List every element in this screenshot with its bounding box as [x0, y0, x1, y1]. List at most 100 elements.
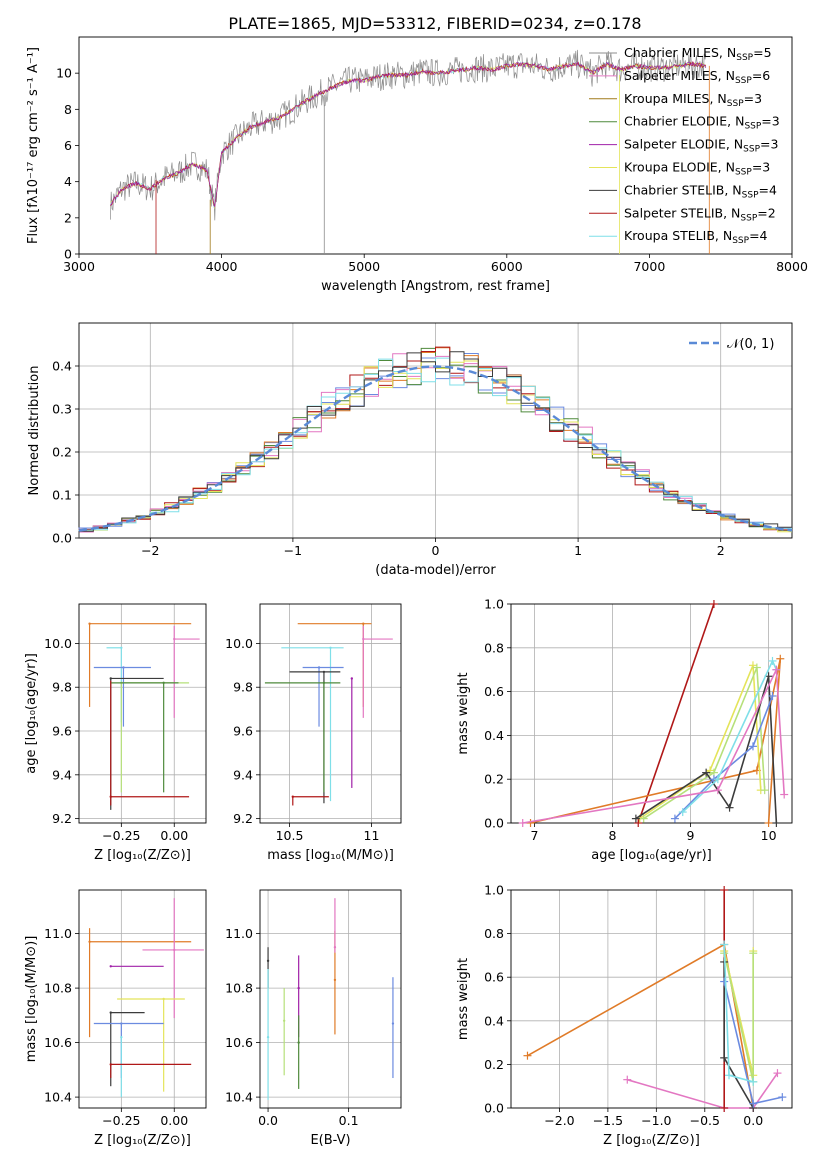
- y-tick-label: 1.0: [484, 883, 504, 898]
- x-tick-label: 1: [574, 543, 582, 558]
- y-tick-label: 0.0: [52, 531, 72, 546]
- x-tick-label: 6000: [491, 259, 523, 274]
- data-point: [297, 1041, 300, 1044]
- x-tick-label: −2: [141, 543, 159, 558]
- data-point: [122, 666, 125, 669]
- y-tick-label: 9.8: [52, 680, 72, 695]
- x-axis-label: (data-model)/error: [375, 563, 496, 578]
- x-tick-label: −0.5: [690, 1113, 720, 1128]
- y-tick-label: 10.8: [225, 981, 253, 996]
- y-axis-label: mass weight: [456, 672, 471, 754]
- legend-entry: Kroupa ELODIE, NSSP=3: [624, 160, 770, 178]
- spectrum-line: [110, 61, 707, 209]
- data-point: [88, 622, 91, 625]
- y-tick-label: 0.8: [484, 926, 504, 941]
- x-tick-label: 0.00: [160, 1113, 188, 1128]
- data-point: [173, 948, 176, 952]
- x-tick-label: 0: [432, 543, 440, 558]
- y-tick-label: 0: [64, 247, 72, 262]
- y-tick-label: 9.8: [233, 680, 253, 695]
- y-tick-label: 9.4: [52, 767, 72, 782]
- weight-line: [674, 695, 774, 820]
- y-tick-label: 0.4: [52, 359, 72, 374]
- spectrum-line: [110, 60, 707, 208]
- data-point: [297, 986, 300, 990]
- data-point: [391, 1022, 395, 1025]
- legend-entry: Kroupa MILES, NSSP=3: [624, 91, 762, 109]
- weight-line: [639, 664, 762, 820]
- y-tick-label: 11.0: [44, 926, 72, 941]
- data-point: [120, 1022, 123, 1025]
- x-tick-label: −0.25: [102, 1113, 140, 1128]
- legend-entry: Chabrier STELIB, NSSP=4: [624, 182, 777, 200]
- legend-entry: Salpeter MILES, NSSP=6: [624, 68, 770, 86]
- y-tick-label: 0.8: [484, 640, 504, 655]
- spectrum-line: [110, 49, 707, 221]
- x-axis-label: Z [log₁₀(Z/Z⊙)]: [603, 1133, 700, 1148]
- axes-frame: [510, 889, 793, 1109]
- y-tick-label: 9.6: [52, 724, 72, 739]
- errorbar-group: [264, 622, 393, 806]
- data-point: [162, 997, 165, 1001]
- data-point: [282, 1019, 286, 1022]
- y-axis-label: Flux [fλ10⁻¹⁷ erg cm⁻² s⁻¹ A⁻¹]: [26, 47, 41, 244]
- legend-entry: Chabrier MILES, NSSP=5: [624, 45, 772, 63]
- mass-vs-extinction-panel: 0.0 0.1 10.4 10.6 10.8 11.0 E(B-V): [225, 889, 402, 1148]
- x-tick-label: 0.1: [339, 1113, 359, 1128]
- data-point: [329, 646, 332, 649]
- y-tick-label: 10.6: [225, 1035, 253, 1050]
- histogram-series: [78, 351, 792, 538]
- x-tick-label: −0.25: [102, 828, 140, 843]
- data-point: [322, 670, 326, 674]
- y-tick-label: 10.8: [44, 981, 72, 996]
- data-point: [266, 959, 270, 963]
- data-point: [109, 1063, 112, 1066]
- x-tick-label: 2: [717, 543, 725, 558]
- legend-entry: Kroupa STELIB, NSSP=4: [624, 228, 768, 246]
- x-tick-label: 3000: [63, 259, 95, 274]
- x-axis-label: wavelength [Angstrom, rest frame]: [321, 279, 550, 294]
- x-tick-label: 8: [608, 828, 616, 843]
- data-point: [109, 795, 112, 798]
- x-tick-label: −1: [284, 543, 302, 558]
- x-tick-label: 5000: [348, 259, 380, 274]
- axes-frame: [78, 603, 207, 824]
- data-point: [350, 677, 354, 680]
- data-point: [162, 681, 165, 685]
- data-point: [109, 677, 112, 680]
- y-tick-label: 6: [64, 138, 72, 153]
- weight-vs-metallicity-panel: −2.0 −1.5 −1.0 −0.5 0.0 0.0 0.2 0.4 0.6 0.8 1.0 Z […: [456, 883, 793, 1148]
- x-tick-label: 0.0: [258, 1113, 278, 1128]
- x-axis-label: Z [log₁₀(Z/Z⊙)]: [94, 1133, 191, 1148]
- y-tick-label: 9.2: [52, 811, 72, 826]
- y-axis-label: age [log₁₀(age/yr)]: [24, 653, 39, 774]
- y-tick-label: 0.2: [484, 1057, 504, 1072]
- data-point: [333, 946, 337, 949]
- y-axis-label: Normed distribution: [27, 366, 42, 496]
- legend-entry: Salpeter STELIB, NSSP=2: [624, 205, 776, 223]
- x-tick-label: 7000: [633, 259, 665, 274]
- age-vs-metallicity-panel: −0.25 0.00 9.2 9.4 9.6 9.8 10.0 Z [log₁₀(Z/Z⊙)]…: [24, 603, 207, 863]
- x-axis-label: mass [log₁₀(M/M⊙)]: [267, 848, 394, 863]
- data-point: [362, 622, 365, 625]
- y-tick-label: 0.3: [52, 402, 72, 417]
- axes-frame: [78, 889, 207, 1109]
- legend-entry: Chabrier ELODIE, NSSP=3: [624, 114, 780, 132]
- axes-frame: [510, 603, 793, 824]
- axes-frame: [259, 603, 402, 824]
- spectrum-legend: Chabrier MILES, NSSP=5 Salpeter MILES, NS…: [589, 45, 780, 246]
- axes-frame: [259, 889, 402, 1109]
- errorbar-group: [88, 898, 204, 1098]
- x-axis-label: age [log₁₀(age/yr)]: [591, 848, 712, 863]
- data-point: [173, 637, 176, 641]
- y-tick-label: 9.6: [233, 724, 253, 739]
- data-point: [109, 1011, 112, 1014]
- x-tick-label: 9: [687, 828, 695, 843]
- x-tick-label: 0.0: [743, 1113, 763, 1128]
- age-vs-mass-panel: 10.5 11 9.2 9.4 9.6 9.8 10.0 mass [log₁₀(M/M⊙)]: [225, 603, 402, 863]
- figure-title: PLATE=1865, MJD=53312, FIBERID=0234, z=0…: [228, 14, 641, 33]
- y-tick-label: 10.0: [44, 636, 72, 651]
- y-tick-label: 0.1: [52, 488, 72, 503]
- weight-vs-age-panel: 7 8 9 10 0.0 0.2 0.4 0.6 0.8 1.0 age [log₁₀(age/yr…: [456, 597, 793, 863]
- data-point: [109, 965, 112, 968]
